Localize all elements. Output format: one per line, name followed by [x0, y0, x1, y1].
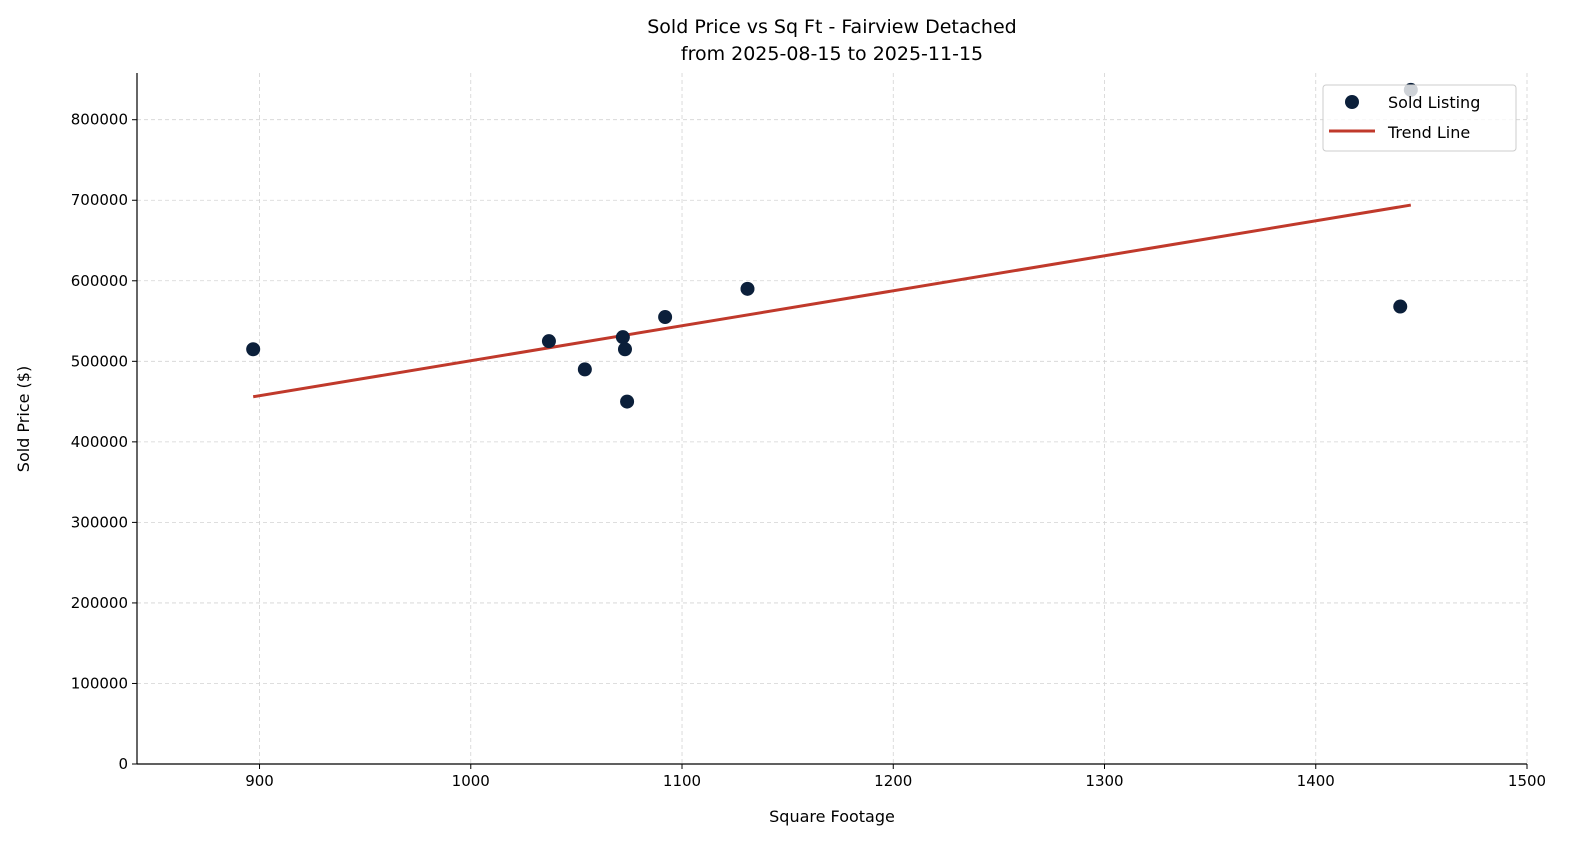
- legend-marker-sold-listing: [1345, 95, 1359, 109]
- data-point: [615, 330, 630, 345]
- grid: [137, 73, 1528, 765]
- x-tick-label: 1100: [663, 772, 701, 790]
- data-point: [617, 342, 632, 357]
- trend-line: [252, 203, 1412, 399]
- chart-title: Sold Price vs Sq Ft - Fairview Detached: [647, 16, 1016, 38]
- x-tick-label: 1300: [1085, 772, 1123, 790]
- x-axis-label: Square Footage: [769, 807, 895, 826]
- y-tick-label: 500000: [71, 352, 128, 370]
- x-tick-label: 1000: [452, 772, 490, 790]
- y-axis-label: Sold Price ($): [14, 366, 33, 472]
- data-point: [658, 310, 673, 325]
- legend-label-sold-listing: Sold Listing: [1388, 93, 1480, 112]
- y-tick-label: 200000: [71, 594, 128, 612]
- x-tick-label: 1400: [1297, 772, 1335, 790]
- chart-subtitle: from 2025-08-15 to 2025-11-15: [681, 43, 983, 65]
- y-tick-label: 800000: [71, 111, 128, 129]
- y-tick-label: 100000: [71, 674, 128, 692]
- data-point: [246, 342, 261, 357]
- trend-line-group: [252, 203, 1412, 399]
- data-point: [740, 281, 755, 296]
- x-tick-label: 1200: [874, 772, 912, 790]
- y-tick-label: 700000: [71, 191, 128, 209]
- y-tick-label: 0: [118, 755, 128, 773]
- y-tick-label: 400000: [71, 433, 128, 451]
- legend: Sold Listing Trend Line: [1322, 84, 1517, 152]
- axes: 900 1000 1100 1200 1300 1400 1500 0 100000 200000…: [71, 73, 1546, 790]
- legend-label-trend-line: Trend Line: [1387, 123, 1470, 142]
- points-group: [246, 82, 1418, 409]
- x-tick-label: 900: [245, 772, 274, 790]
- x-tick-label: 1500: [1508, 772, 1546, 790]
- data-point: [620, 394, 635, 409]
- y-tick-label: 600000: [71, 272, 128, 290]
- data-point: [1393, 299, 1408, 314]
- data-point: [577, 362, 592, 377]
- y-tick-label: 300000: [71, 513, 128, 531]
- data-point: [541, 334, 556, 349]
